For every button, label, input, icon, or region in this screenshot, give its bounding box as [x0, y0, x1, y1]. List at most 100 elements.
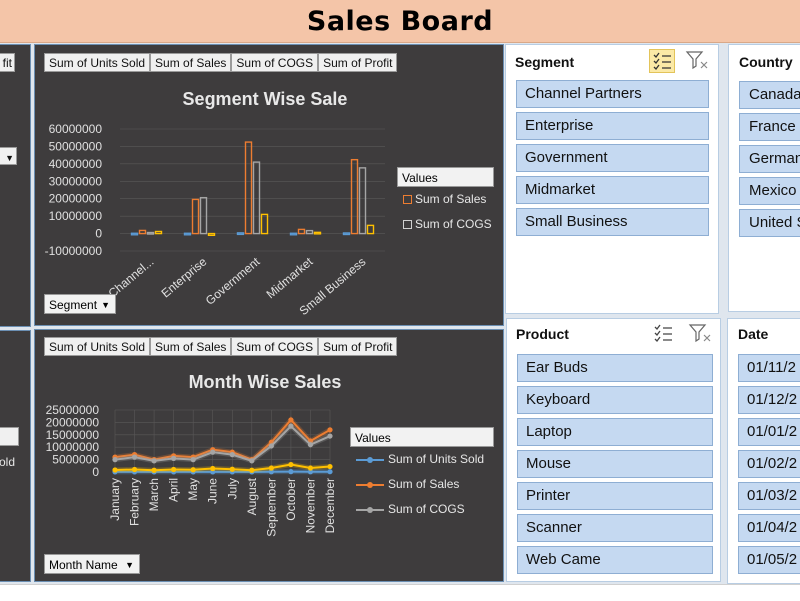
bar — [156, 231, 162, 233]
data-point — [151, 468, 156, 473]
slicer-item[interactable]: France — [739, 113, 800, 141]
legend-marker-units-sold — [367, 457, 373, 463]
data-point — [210, 466, 215, 471]
left-field-button-label: fit — [3, 56, 12, 70]
x-tick-label: Enterprise — [159, 254, 210, 300]
slicer-item[interactable]: Scanner — [517, 514, 713, 542]
field-button-sales[interactable]: Sum of Sales — [150, 337, 231, 356]
left-chart-panel-top: fit ▼ — [0, 44, 31, 327]
left-legend-label: old — [0, 455, 15, 469]
slicer-item[interactable]: 01/11/2 — [738, 354, 800, 382]
field-button-sales[interactable]: Sum of Sales — [150, 53, 231, 72]
data-point — [269, 465, 274, 470]
y-tick-label: 0 — [95, 227, 102, 241]
left-legend-header — [0, 427, 19, 446]
left-field-button[interactable]: fit — [0, 53, 15, 72]
segment-value-buttons: Sum of Units Sold Sum of Sales Sum of CO… — [44, 53, 397, 72]
data-point — [269, 443, 274, 448]
segment-slicer-title: Segment — [515, 54, 574, 70]
data-point — [230, 452, 235, 457]
dashboard-banner: Sales Board — [0, 0, 800, 43]
slicer-item[interactable]: Midmarket — [516, 176, 709, 204]
slicer-item[interactable]: Canada — [739, 81, 800, 109]
slicer-item[interactable]: Channel Partners — [516, 80, 709, 108]
bar — [299, 229, 305, 233]
field-button-units-sold[interactable]: Sum of Units Sold — [44, 337, 150, 356]
segment-slicer: Segment Channel Partners Enterprise Gove… — [505, 44, 719, 314]
field-button-units-sold[interactable]: Sum of Units Sold — [44, 53, 150, 72]
data-point — [132, 455, 137, 460]
data-point — [288, 424, 293, 429]
slicer-item[interactable]: Mexico — [739, 177, 800, 205]
month-axis-dropdown[interactable]: Month Name ▼ — [44, 554, 140, 574]
y-tick-label: 10000000 — [49, 209, 103, 223]
multi-select-icon[interactable] — [651, 322, 677, 346]
date-slicer: Date 01/11/2 01/12/2 01/01/2 01/02/2 01/… — [727, 318, 800, 584]
legend-label-cogs: Sum of COGS — [415, 217, 492, 231]
slicer-item[interactable]: Government — [516, 144, 709, 172]
slicer-item[interactable]: United States of America — [739, 209, 800, 237]
product-slicer-title: Product — [516, 326, 569, 342]
legend-item-units-sold: Sum of Units Sold — [350, 447, 494, 472]
slicer-item[interactable]: 01/12/2 — [738, 386, 800, 414]
slicer-item[interactable]: 01/01/2 — [738, 418, 800, 446]
field-button-cogs[interactable]: Sum of COGS — [231, 53, 318, 72]
slicer-item[interactable]: Web Came — [517, 546, 713, 574]
y-tick-label: 20000000 — [49, 192, 103, 206]
segment-dropdown-label: Segment — [49, 298, 97, 312]
month-line-chart: 2500000020000000150000001000000050000000… — [35, 402, 345, 562]
data-point — [210, 450, 215, 455]
slicer-item[interactable]: Ear Buds — [517, 354, 713, 382]
data-point — [288, 417, 293, 422]
product-slicer: Product Ear Buds Keyboard Laptop Mouse P… — [506, 318, 721, 582]
x-tick-label: December — [323, 478, 337, 533]
x-tick-label: July — [225, 478, 239, 499]
left-chart-panel-bottom: old — [0, 330, 31, 582]
legend-marker-sales — [367, 482, 373, 488]
slicer-item[interactable]: Small Business — [516, 208, 709, 236]
segment-chart-title: Segment Wise Sale — [165, 89, 365, 110]
slicer-item[interactable]: Keyboard — [517, 386, 713, 414]
clear-filter-icon[interactable] — [684, 49, 710, 73]
date-slicer-title: Date — [738, 326, 768, 342]
slicer-item[interactable]: 01/02/2 — [738, 450, 800, 478]
country-slicer: Country Canada France Germany Mexico Uni… — [728, 44, 800, 312]
left-dropdown[interactable]: ▼ — [0, 147, 17, 165]
slicer-item[interactable]: Printer — [517, 482, 713, 510]
data-point — [230, 467, 235, 472]
slicer-item[interactable]: 01/03/2 — [738, 482, 800, 510]
y-tick-label: 0 — [92, 465, 99, 479]
x-tick-label: January — [108, 478, 122, 521]
segment-axis-dropdown[interactable]: Segment ▼ — [44, 294, 116, 314]
country-slicer-title: Country — [739, 54, 793, 70]
x-tick-label: February — [128, 478, 142, 526]
legend-item-sales: Sum of Sales — [350, 472, 494, 497]
data-point — [171, 467, 176, 472]
slicer-item[interactable]: Mouse — [517, 450, 713, 478]
legend-label-sales: Sum of Sales — [415, 192, 486, 206]
slicer-item[interactable]: 01/05/2 — [738, 546, 800, 574]
slicer-item[interactable]: Enterprise — [516, 112, 709, 140]
legend-marker-cogs — [367, 507, 373, 513]
slicer-item[interactable]: Germany — [739, 145, 800, 173]
legend-header[interactable]: Values — [350, 427, 494, 447]
field-button-cogs[interactable]: Sum of COGS — [231, 337, 318, 356]
field-button-profit[interactable]: Sum of Profit — [318, 337, 397, 356]
clear-filter-icon[interactable] — [687, 322, 713, 346]
dashboard-title: Sales Board — [307, 6, 493, 37]
data-point — [112, 457, 117, 462]
data-point — [327, 433, 332, 438]
data-point — [191, 457, 196, 462]
data-point — [191, 467, 196, 472]
legend-item-cogs: Sum of COGS — [397, 212, 494, 237]
legend-header[interactable]: Values — [397, 167, 494, 187]
multi-select-icon[interactable] — [649, 49, 675, 73]
x-tick-label: Government — [203, 254, 263, 308]
slicer-item[interactable]: Laptop — [517, 418, 713, 446]
data-point — [288, 462, 293, 467]
field-button-profit[interactable]: Sum of Profit — [318, 53, 397, 72]
slicer-item[interactable]: 01/04/2 — [738, 514, 800, 542]
data-point — [327, 427, 332, 432]
x-tick-label: September — [264, 478, 278, 537]
x-tick-label: November — [303, 478, 317, 533]
